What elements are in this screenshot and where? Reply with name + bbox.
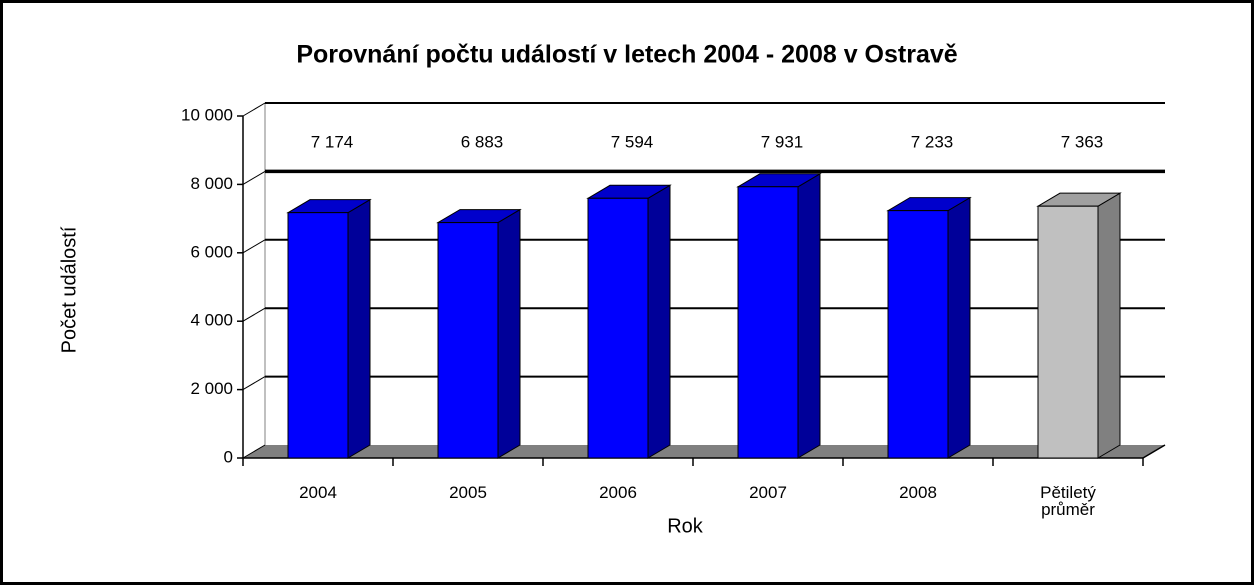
bar xyxy=(287,212,349,459)
x-tick-label: 2005 xyxy=(449,483,487,502)
y-tick-label: 8 000 xyxy=(190,174,233,193)
y-tick-label: 0 xyxy=(224,447,233,466)
value-label: 7 594 xyxy=(611,132,654,151)
x-tick-label: 2006 xyxy=(599,483,637,502)
bar xyxy=(1037,205,1099,459)
y-axis-title: Počet událostí xyxy=(58,226,80,353)
x-tick-label: 2007 xyxy=(749,483,787,502)
x-tick-label: Pětiletý průměr xyxy=(1040,483,1096,519)
bar xyxy=(587,197,649,459)
value-label: 6 883 xyxy=(461,132,504,151)
y-tick-depth xyxy=(242,170,266,185)
bar-side xyxy=(647,184,671,459)
y-tick-depth xyxy=(242,307,266,322)
value-label: 7 931 xyxy=(761,132,804,151)
bar-side xyxy=(347,198,371,459)
y-tick-depth xyxy=(242,376,266,391)
bar xyxy=(737,186,799,459)
x-tick-label: 2008 xyxy=(899,483,937,502)
y-tick-label: 4 000 xyxy=(190,311,233,330)
y-tick-depth xyxy=(242,239,266,254)
y-tick-label: 10 000 xyxy=(181,105,233,124)
value-label: 7 363 xyxy=(1061,132,1104,151)
bar xyxy=(887,210,949,459)
value-label: 7 233 xyxy=(911,132,954,151)
bar-side xyxy=(1097,192,1121,459)
x-axis-depth xyxy=(1142,444,1166,459)
bar-side xyxy=(947,196,971,459)
value-label: 7 174 xyxy=(311,132,354,151)
bar-side xyxy=(797,172,821,459)
floor xyxy=(243,445,1165,458)
y-tick-depth xyxy=(242,102,266,117)
y-tick-label: 2 000 xyxy=(190,379,233,398)
y-tick-depth xyxy=(242,444,266,459)
chart-title: Porovnání počtu událostí v letech 2004 -… xyxy=(296,41,957,69)
x-tick-label: 2004 xyxy=(299,483,337,502)
x-axis-title: Rok xyxy=(667,515,704,537)
y-tick-label: 6 000 xyxy=(190,242,233,261)
bar xyxy=(437,222,499,459)
bar-side xyxy=(497,208,521,459)
